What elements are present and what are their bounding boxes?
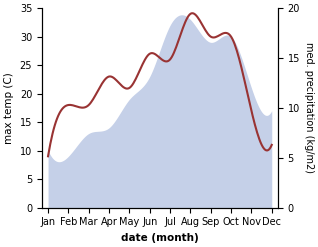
Y-axis label: max temp (C): max temp (C) xyxy=(4,72,14,144)
X-axis label: date (month): date (month) xyxy=(121,233,199,243)
Y-axis label: med. precipitation (kg/m2): med. precipitation (kg/m2) xyxy=(304,42,314,173)
